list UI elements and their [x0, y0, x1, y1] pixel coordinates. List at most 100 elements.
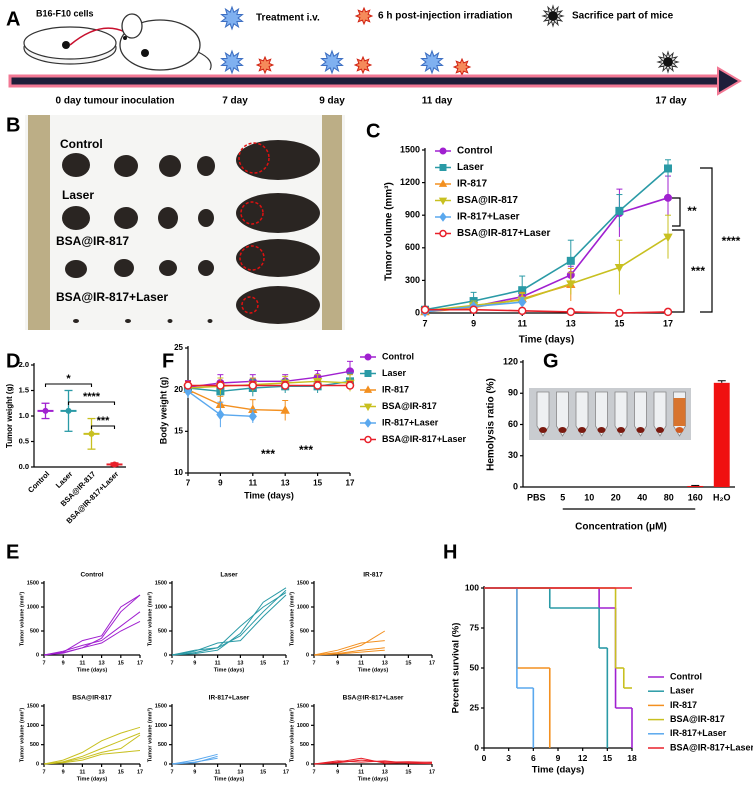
y-tick-label: 1000 [155, 723, 167, 729]
day-label: 9 day [319, 96, 345, 107]
series-line [187, 380, 351, 389]
series-line [171, 589, 287, 656]
arrow-head [717, 66, 742, 96]
x-tick-label: 15 [118, 660, 124, 666]
marker [664, 164, 672, 173]
legend-label: Laser [457, 162, 484, 173]
marker [363, 385, 373, 393]
significance-bracket [44, 383, 93, 387]
y-tick-label: 1.0 [19, 411, 29, 420]
series-line [424, 167, 669, 311]
y-axis-label: Tumor volume (mm³) [288, 708, 295, 762]
x-tick-label: 17 [663, 318, 673, 328]
series-line [171, 755, 218, 765]
series-line [43, 732, 141, 765]
series-line [313, 649, 385, 656]
y-tick-label: 1200 [400, 177, 420, 187]
y-tick-label: 20 [174, 385, 183, 394]
series-line [425, 308, 669, 314]
significance-bracket [67, 401, 116, 405]
panel-letter: A [6, 8, 20, 30]
tumor-photo [25, 115, 345, 330]
x-tick-label: 13 [237, 660, 243, 666]
y-tick-label: 1000 [155, 604, 167, 610]
marker [363, 403, 373, 412]
significance-bracket [672, 197, 681, 227]
y-tick-label: 1500 [155, 703, 167, 709]
x-tick-label: 7 [312, 660, 315, 666]
marker [469, 305, 478, 314]
x-tick-label: 13 [99, 769, 105, 775]
marker [566, 307, 576, 317]
x-tick-label: 9 [218, 478, 223, 487]
star-icon [353, 55, 373, 75]
x-tick-label: 11 [79, 660, 85, 666]
sun-icon [548, 11, 558, 21]
y-axis-label: Tumor volume (mm³) [146, 708, 153, 762]
y-tick-label: 0 [474, 742, 479, 752]
x-tick-label: 9 [556, 753, 561, 763]
legend-label: IR-817 [382, 384, 409, 394]
series-line [313, 640, 385, 656]
significance-label: *** [299, 443, 313, 457]
x-tick-label: 9 [62, 769, 65, 775]
x-tick-label: 7 [186, 478, 191, 487]
marker [248, 410, 257, 422]
x-tick-label: 12 [578, 753, 588, 763]
x-tick-label: 17 [429, 769, 435, 775]
y-axis-label: Tumor weight (g) [5, 384, 14, 449]
x-tick-label: 11 [215, 660, 221, 666]
mean-point [111, 461, 118, 468]
marker [439, 229, 447, 238]
chart-title: Laser [220, 572, 238, 579]
x-tick-label: 7 [42, 769, 45, 775]
x-tick-label: 7 [170, 660, 173, 666]
marker [248, 381, 258, 390]
x-axis-label: Time (days) [358, 667, 389, 673]
y-tick-label: 0.5 [19, 436, 29, 445]
series-line [313, 759, 433, 765]
x-axis-label: Time (days) [358, 776, 389, 782]
bar [687, 485, 704, 487]
series-line [171, 753, 218, 765]
star-icon [220, 5, 244, 31]
chart-title: BSA@IR-817 [72, 695, 112, 702]
x-tick-label: 17 [429, 660, 435, 666]
marker [216, 409, 225, 421]
panel-letter: E [6, 541, 19, 563]
y-tick-label: 60 [508, 419, 518, 429]
x-tick-label: 7 [312, 769, 315, 775]
x-tick-label: 17 [346, 478, 355, 487]
marker [438, 197, 448, 206]
marker [183, 385, 193, 397]
tube-pellet [578, 427, 586, 433]
y-tick-label: 500 [30, 742, 39, 748]
legend-label: IR-817+Laser [382, 417, 439, 427]
legend-label: Laser [382, 368, 407, 378]
x-tick-label: 17 [283, 769, 289, 775]
marker [183, 381, 193, 390]
marker [663, 233, 673, 243]
y-tick-label: 1000 [27, 723, 39, 729]
marker [664, 193, 672, 202]
x-tick-label: 13 [566, 318, 576, 328]
y-tick-label: 1000 [27, 604, 39, 610]
y-tick-label: 1500 [297, 703, 309, 709]
legend-label: BSA@IR-817 [670, 714, 725, 724]
marker [615, 308, 624, 318]
y-axis-label: Body weight (g) [158, 377, 168, 445]
series-line [187, 370, 351, 388]
series-line [43, 620, 141, 656]
x-axis-label: Time (days) [77, 667, 108, 673]
x-axis-label: Time (days) [214, 776, 245, 782]
x-tick-label: 7 [170, 769, 173, 775]
series-line [171, 592, 287, 656]
panel-letter: H [443, 541, 457, 563]
chart-title: IR-817 [363, 572, 383, 579]
y-tick-label: 0 [36, 652, 39, 658]
y-axis-label: Hemolysis ratio (%) [486, 378, 497, 471]
y-axis-label: Tumor volume (mm³) [146, 592, 153, 646]
legend-label: Control [382, 351, 414, 361]
series-line [424, 236, 669, 312]
timeline-icons [220, 4, 680, 77]
